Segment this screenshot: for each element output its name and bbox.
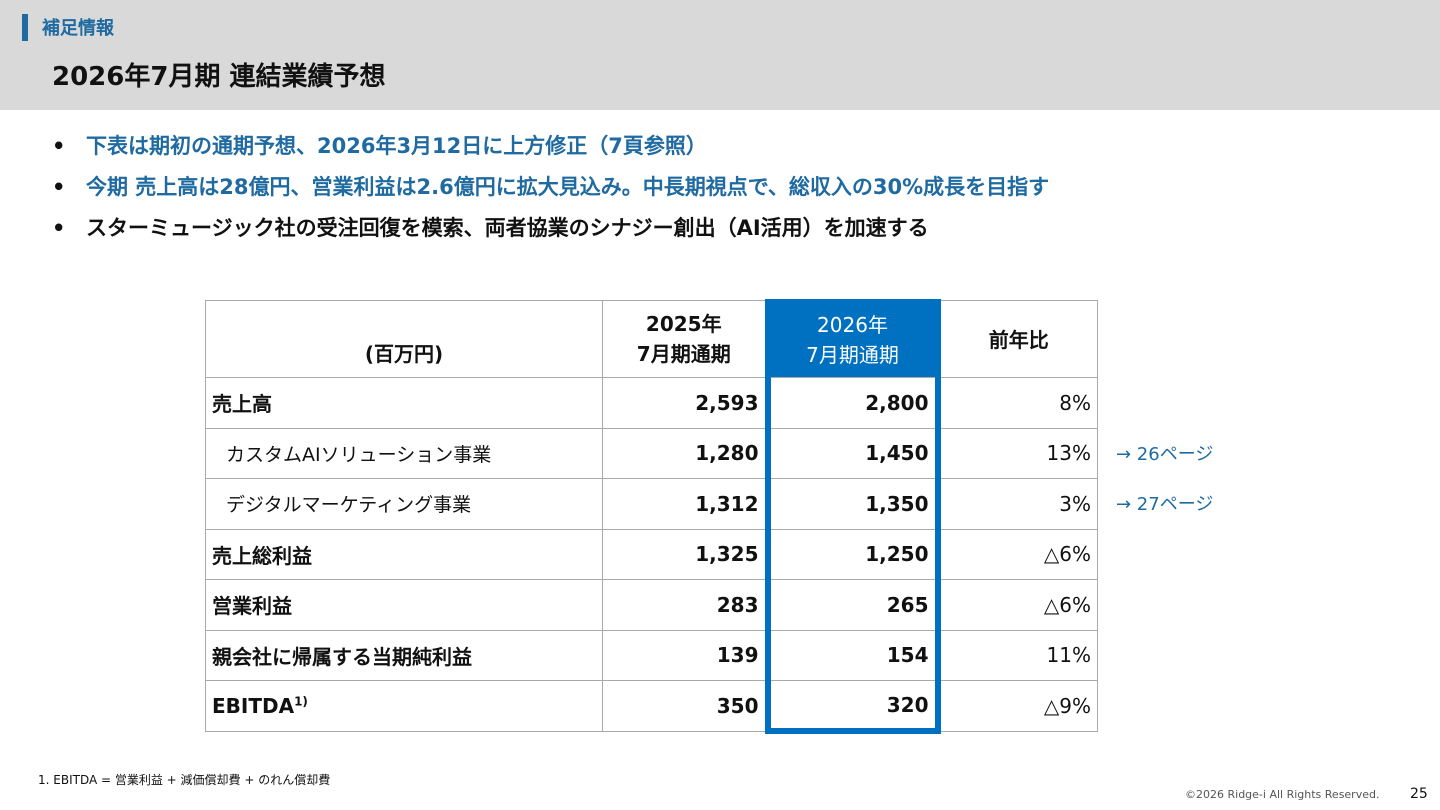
page-number: 25	[1410, 786, 1428, 802]
table-cell: 139	[602, 629, 768, 681]
page-link-26[interactable]: → 26ページ	[1116, 444, 1214, 465]
table-cell: 営業利益	[205, 579, 603, 631]
slide-title: 2026年7月期 連結業績予想	[52, 62, 386, 92]
table-cell: 親会社に帰属する当期純利益	[205, 629, 603, 681]
table-row: カスタムAIソリューション事業 1,280 1,450 13%	[205, 427, 1098, 479]
table-cell: 8%	[937, 377, 1098, 429]
bullet-item: 下表は期初の通期予想、2026年3月12日に上方修正（7頁参照）	[52, 130, 1049, 171]
bullet-item: 今期 売上高は28億円、営業利益は2.6億円に拡大見込み。中長期視点で、総収入の…	[52, 171, 1049, 212]
table-cell: △9%	[937, 680, 1098, 732]
table-cell: 2,593	[602, 377, 768, 429]
table-cell: 1,250	[764, 528, 941, 580]
table-cell: デジタルマーケティング事業	[205, 478, 603, 530]
header-yoy: 前年比	[937, 300, 1098, 378]
table-cell: 11%	[937, 629, 1098, 681]
table-cell: 283	[602, 579, 768, 631]
table-cell: 154	[764, 629, 941, 681]
table-header-row: (百万円) 2025年 7月期通期 2026年 7月期通期 前年比	[205, 299, 1098, 378]
table-cell: 1,450	[764, 427, 941, 479]
section-marker	[22, 14, 28, 41]
header-fy2026: 2026年 7月期通期	[764, 299, 941, 378]
bullet-list: 下表は期初の通期予想、2026年3月12日に上方修正（7頁参照） 今期 売上高は…	[52, 130, 1049, 253]
section-label: 補足情報	[42, 18, 114, 39]
footnote-ref: 1)	[294, 694, 308, 709]
page-link-27[interactable]: → 27ページ	[1116, 494, 1214, 515]
table-cell: EBITDA1)	[205, 680, 603, 732]
table-row: 売上総利益 1,325 1,250 △6%	[205, 528, 1098, 580]
table-cell: 1,280	[602, 427, 768, 479]
table-cell: 320	[764, 680, 941, 734]
table-row: EBITDA1) 350 320 △9%	[205, 680, 1098, 734]
table-cell: 1,350	[764, 478, 941, 530]
table-cell: 売上総利益	[205, 528, 603, 580]
table-cell: 265	[764, 579, 941, 631]
table-row: 営業利益 283 265 △6%	[205, 579, 1098, 631]
table-cell: △6%	[937, 579, 1098, 631]
table-cell: 350	[602, 680, 768, 732]
bullet-item: スターミュージック社の受注回復を模索、両者協業のシナジー創出（AI活用）を加速す…	[52, 212, 1049, 253]
table-cell: 3%	[937, 478, 1098, 530]
table-cell: 1,312	[602, 478, 768, 530]
header-fy2025: 2025年 7月期通期	[602, 300, 768, 378]
footnote: 1. EBITDA = 営業利益 + 減価償却費 + のれん償却費	[38, 773, 331, 787]
table-cell: 13%	[937, 427, 1098, 479]
table-cell: 2,800	[764, 377, 941, 429]
table-cell: △6%	[937, 528, 1098, 580]
table-cell: カスタムAIソリューション事業	[205, 427, 603, 479]
copyright: ©2026 Ridge-i All Rights Reserved.	[1185, 788, 1380, 801]
table-row: 親会社に帰属する当期純利益 139 154 11%	[205, 629, 1098, 681]
slide-header: 補足情報 2026年7月期 連結業績予想	[0, 0, 1440, 110]
table-cell: 1,325	[602, 528, 768, 580]
table-row: デジタルマーケティング事業 1,312 1,350 3%	[205, 478, 1098, 530]
table-row: 売上高 2,593 2,800 8%	[205, 377, 1098, 429]
table-cell: 売上高	[205, 377, 603, 429]
forecast-table: (百万円) 2025年 7月期通期 2026年 7月期通期 前年比 売上高 2,593…	[205, 299, 1098, 734]
unit-label: (百万円)	[205, 300, 603, 378]
